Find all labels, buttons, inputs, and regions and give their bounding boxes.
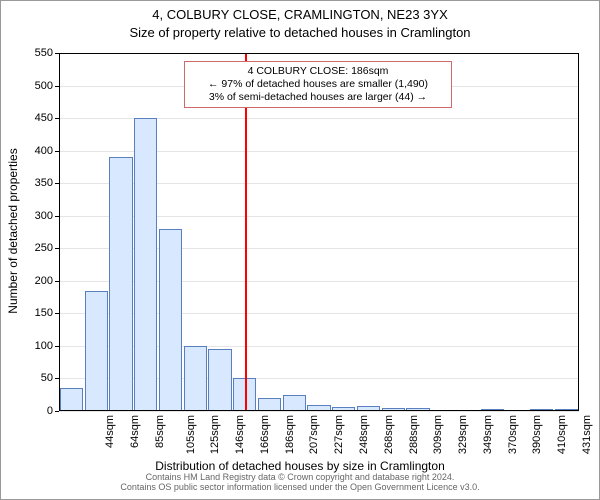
xtick-label: 166sqm	[259, 415, 271, 454]
xtick-label: 44sqm	[104, 415, 116, 448]
ytick-label: 300	[13, 210, 53, 222]
xtick-label: 105sqm	[185, 415, 197, 454]
ytick-label: 450	[13, 112, 53, 124]
ytick-label: 50	[13, 372, 53, 384]
footer-line2: Contains OS public sector information li…	[1, 483, 599, 493]
x-axis-label: Distribution of detached houses by size …	[1, 459, 599, 473]
ytick-label: 400	[13, 145, 53, 157]
xtick-label: 370sqm	[507, 415, 519, 454]
xtick-label: 125sqm	[210, 415, 222, 454]
xtick-label: 227sqm	[333, 415, 345, 454]
xtick-label: 268sqm	[383, 415, 395, 454]
title-subtitle: Size of property relative to detached ho…	[1, 25, 599, 40]
ytick-label: 550	[13, 47, 53, 59]
ytick-label: 350	[13, 177, 53, 189]
xtick-label: 390sqm	[531, 415, 543, 454]
xtick-label: 329sqm	[457, 415, 469, 454]
ytick-label: 150	[13, 307, 53, 319]
xtick-label: 349sqm	[482, 415, 494, 454]
title-address: 4, COLBURY CLOSE, CRAMLINGTON, NE23 3YX	[1, 7, 599, 22]
plot-border	[59, 53, 579, 411]
chart-container: 4, COLBURY CLOSE, CRAMLINGTON, NE23 3YX …	[0, 0, 600, 500]
xtick-label: 248sqm	[358, 415, 370, 454]
xtick-label: 207sqm	[309, 415, 321, 454]
xtick-label: 186sqm	[284, 415, 296, 454]
ytick-label: 100	[13, 340, 53, 352]
ytick-label: 200	[13, 275, 53, 287]
plot-area: 05010015020025030035040045050055044sqm64…	[59, 53, 579, 411]
grid-line	[59, 411, 579, 412]
y-axis-label: Number of detached properties	[6, 148, 20, 313]
xtick-label: 431sqm	[581, 415, 593, 454]
ytick-mark	[55, 411, 59, 412]
xtick-label: 410sqm	[556, 415, 568, 454]
xtick-label: 288sqm	[408, 415, 420, 454]
ytick-label: 250	[13, 242, 53, 254]
ytick-label: 0	[13, 405, 53, 417]
ytick-label: 500	[13, 80, 53, 92]
xtick-label: 309sqm	[432, 415, 444, 454]
xtick-label: 85sqm	[154, 415, 166, 448]
xtick-label: 64sqm	[129, 415, 141, 448]
xtick-label: 146sqm	[234, 415, 246, 454]
footer-attribution: Contains HM Land Registry data © Crown c…	[1, 473, 599, 493]
